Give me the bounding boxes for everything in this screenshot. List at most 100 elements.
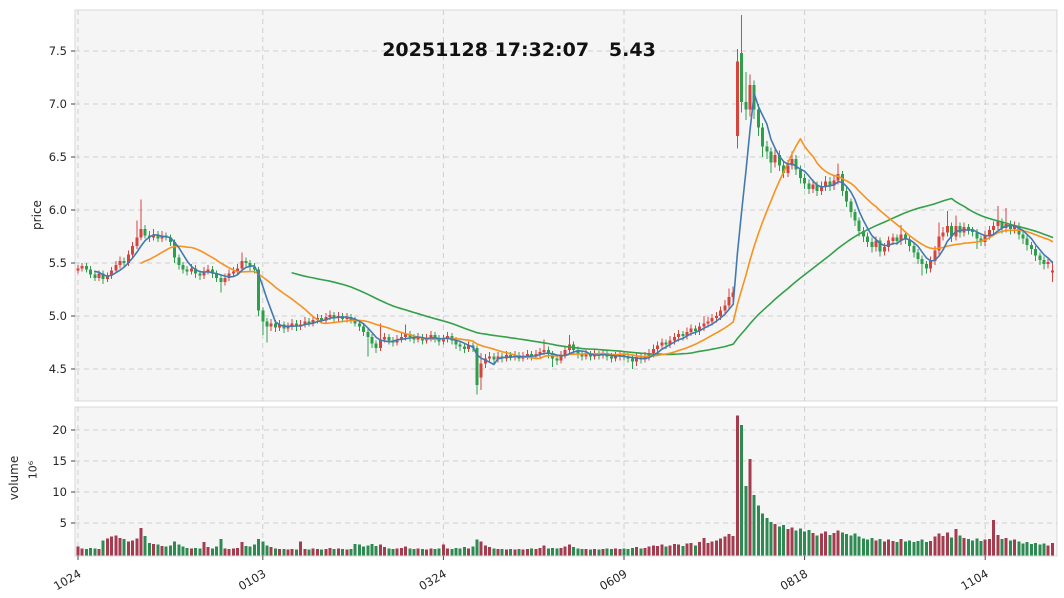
volume-bar bbox=[458, 548, 462, 556]
volume-bar bbox=[441, 544, 445, 556]
price-tick-label: 5.5 bbox=[49, 256, 67, 270]
volume-bar bbox=[97, 549, 101, 556]
volume-bar bbox=[483, 545, 487, 556]
volume-bar bbox=[555, 548, 559, 556]
candle-body bbox=[353, 320, 357, 324]
volume-bar bbox=[727, 534, 731, 556]
candle-body bbox=[819, 186, 823, 191]
volume-bar bbox=[1050, 542, 1054, 556]
volume-bar bbox=[1038, 544, 1042, 556]
volume-bar bbox=[559, 547, 563, 556]
volume-bar bbox=[433, 549, 437, 556]
candle-body bbox=[656, 345, 660, 349]
candle-body bbox=[496, 356, 500, 360]
volume-bar bbox=[168, 545, 172, 556]
volume-bar bbox=[135, 538, 139, 556]
x-tick-label: 0324 bbox=[417, 566, 449, 593]
volume-bar bbox=[420, 549, 424, 556]
volume-bar bbox=[769, 521, 773, 556]
candle-body bbox=[945, 225, 949, 233]
volume-bar bbox=[378, 544, 382, 556]
volume-tick-label: 15 bbox=[52, 454, 67, 468]
candle-body bbox=[462, 346, 466, 349]
volume-bar bbox=[177, 544, 181, 556]
volume-bar bbox=[446, 548, 450, 556]
candle-body bbox=[311, 320, 315, 324]
candle-body bbox=[681, 334, 685, 337]
candle-body bbox=[227, 273, 231, 278]
candle-body bbox=[929, 260, 933, 269]
volume-bar bbox=[920, 539, 924, 556]
volume-bar bbox=[794, 530, 798, 556]
candle-body bbox=[790, 159, 794, 166]
volume-bar bbox=[811, 532, 815, 556]
volume-bar bbox=[975, 538, 979, 556]
candle-body bbox=[664, 342, 668, 345]
candle-body bbox=[546, 349, 550, 355]
candle-body bbox=[630, 358, 634, 362]
candle-body bbox=[93, 274, 97, 278]
volume-bar bbox=[958, 535, 962, 556]
candle-body bbox=[761, 127, 765, 147]
volume-bar bbox=[895, 542, 899, 556]
volume-tick-label: 20 bbox=[52, 423, 67, 437]
volume-bar bbox=[370, 544, 374, 556]
volume-tick-label: 10 bbox=[52, 485, 67, 499]
volume-bar bbox=[265, 545, 269, 556]
candle-body bbox=[576, 349, 580, 355]
x-tick-label: 0609 bbox=[597, 566, 629, 593]
candle-body bbox=[710, 318, 714, 322]
volume-bar bbox=[387, 548, 391, 556]
volume-bar bbox=[1042, 543, 1046, 556]
volume-bar bbox=[756, 505, 760, 556]
candle-body bbox=[740, 53, 744, 102]
candle-body bbox=[849, 201, 853, 213]
volume-bar bbox=[710, 541, 714, 556]
candle-body bbox=[719, 310, 723, 316]
volume-bar bbox=[677, 544, 681, 556]
volume-bar bbox=[320, 549, 324, 556]
volume-bar bbox=[832, 532, 836, 556]
candle-body bbox=[672, 337, 676, 341]
candle-body bbox=[210, 269, 214, 274]
volume-bar bbox=[303, 549, 307, 556]
candle-body bbox=[114, 265, 118, 271]
candle-body bbox=[236, 268, 240, 272]
candle-body bbox=[899, 234, 903, 241]
gridlines bbox=[75, 10, 1057, 556]
volume-bar bbox=[593, 549, 597, 556]
candle-body bbox=[399, 337, 403, 340]
volume-bar bbox=[635, 547, 639, 556]
volume-bar bbox=[76, 546, 80, 556]
candle-body bbox=[878, 240, 882, 252]
volume-bar bbox=[126, 541, 130, 556]
candle-body bbox=[1025, 238, 1029, 245]
volume-bar bbox=[979, 541, 983, 556]
volume-bar bbox=[509, 549, 513, 556]
volume-bar bbox=[404, 546, 408, 556]
volume-bar bbox=[391, 549, 395, 556]
candle-body bbox=[206, 269, 210, 272]
volume-bar bbox=[374, 545, 378, 556]
volume-bar bbox=[1013, 539, 1017, 556]
volume-bar bbox=[479, 541, 483, 556]
candle-body bbox=[248, 263, 252, 268]
ma-mid-line bbox=[140, 138, 1054, 360]
volume-bar bbox=[882, 541, 886, 556]
volume-bar bbox=[282, 549, 286, 556]
x-tick-label: 1024 bbox=[51, 566, 83, 593]
volume-bar bbox=[437, 548, 441, 556]
candle-body bbox=[714, 316, 718, 319]
volume-bar bbox=[89, 547, 93, 556]
candle-body bbox=[1042, 259, 1046, 264]
candle-body bbox=[118, 260, 122, 266]
volume-bar bbox=[80, 548, 84, 556]
candle-body bbox=[126, 254, 130, 263]
candle-body bbox=[828, 181, 832, 186]
volume-bar bbox=[966, 539, 970, 556]
volume-bar bbox=[614, 548, 618, 556]
volume-bar bbox=[122, 539, 126, 556]
candle-body bbox=[433, 335, 437, 339]
volume-bar bbox=[257, 539, 261, 556]
volume-bar bbox=[748, 459, 752, 556]
